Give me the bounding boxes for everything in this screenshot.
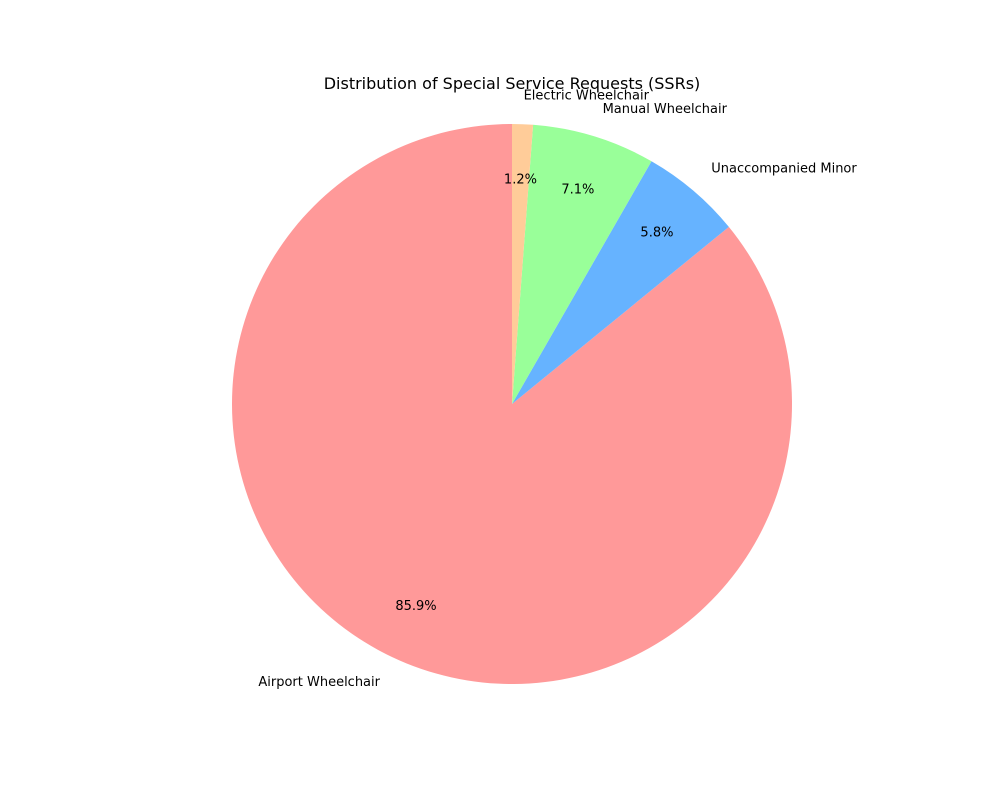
slice-pct-manual-wheelchair: 7.1%	[561, 182, 594, 197]
pie-slice-electric-wheelchair	[512, 124, 534, 404]
pie-slice-airport-wheelchair	[232, 124, 792, 685]
pie-slice-unaccompanied-minor	[512, 161, 729, 404]
chart-title: Distribution of Special Service Requests…	[324, 74, 701, 93]
slice-pct-airport-wheelchair: 85.9%	[395, 599, 436, 614]
slice-pct-unaccompanied-minor: 5.8%	[640, 226, 673, 241]
slice-label-electric-wheelchair: Electric Wheelchair	[524, 89, 650, 104]
pie-slices	[232, 124, 792, 685]
slice-label-airport-wheelchair: Airport Wheelchair	[258, 675, 380, 690]
pie-labels: Airport Wheelchair 85.9% Unaccompanied Min…	[258, 89, 857, 690]
pie-slice-manual-wheelchair	[512, 124, 652, 405]
slice-pct-electric-wheelchair: 1.2%	[504, 173, 537, 188]
slice-label-unaccompanied-minor: Unaccompanied Minor	[711, 162, 857, 177]
slice-label-manual-wheelchair: Manual Wheelchair	[603, 102, 728, 117]
